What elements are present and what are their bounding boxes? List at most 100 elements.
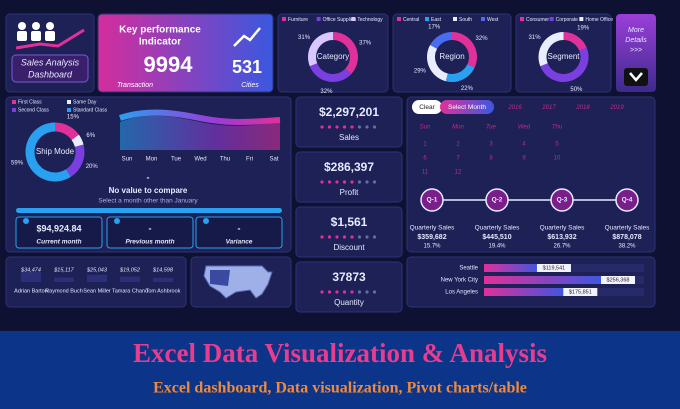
kpi-dot — [342, 125, 347, 129]
kpi-dot — [365, 235, 369, 239]
kpi-dot — [350, 180, 354, 184]
kpi-dot — [357, 290, 362, 294]
donut-segment — [451, 32, 477, 68]
customer-value: $19,052 — [119, 267, 140, 273]
logo-icon — [18, 22, 26, 30]
select-month-button[interactable] — [440, 100, 494, 114]
logo-icon — [45, 31, 55, 41]
legend-label: Corporate — [556, 17, 578, 23]
city-name: New York City — [441, 278, 478, 284]
kpi-dot — [372, 235, 377, 239]
kpi-title: Indicator — [139, 37, 181, 48]
donut-segment — [540, 47, 589, 83]
month-cell: 9 — [522, 156, 526, 162]
quarter-node — [420, 188, 444, 212]
donut-label: 20% — [86, 164, 99, 170]
kpi-label: Profit — [340, 188, 359, 197]
legend-label: East — [431, 17, 442, 23]
donut-label: 59% — [11, 161, 24, 167]
stat-box — [195, 216, 283, 249]
kpi-dot — [320, 290, 324, 294]
donut-label: 32% — [320, 89, 333, 95]
quarter-name: Q-1 — [427, 197, 438, 204]
city-value: $119,541 — [543, 265, 566, 271]
customer-value: $15,117 — [53, 267, 74, 273]
panel — [392, 13, 512, 93]
donut-title: Segment — [547, 52, 580, 61]
wave — [120, 115, 280, 150]
quarter-value: $613,932 — [547, 234, 576, 241]
banner-subtitle: Excel dashboard, Data visualization, Piv… — [153, 380, 527, 397]
legend-swatch — [579, 17, 584, 21]
customer-bar — [153, 277, 173, 282]
kpi-dot — [342, 180, 347, 184]
day-label: Wed — [194, 157, 206, 163]
city-label-box — [536, 264, 571, 272]
kpi-value: $2,297,201 — [319, 105, 379, 119]
year-label: 2017 — [541, 105, 556, 111]
more-details-text: Details — [625, 37, 647, 44]
kpi-dot — [320, 125, 324, 129]
month-cell: 6 — [423, 156, 427, 162]
year-label: 2019 — [609, 105, 624, 111]
customer-bar — [54, 277, 74, 282]
donut-label: 29% — [414, 68, 427, 74]
donut-segment — [427, 44, 449, 82]
month-cell: 8 — [489, 156, 493, 162]
quarter-value: $445,510 — [482, 234, 511, 241]
donut-segment — [445, 63, 475, 82]
kpi-dot — [327, 290, 332, 294]
transactions-label: Transaction — [117, 82, 153, 89]
panel — [277, 13, 389, 93]
panel — [97, 13, 274, 93]
panel — [406, 96, 656, 253]
month-cell: 10 — [554, 156, 561, 162]
transactions-value: 9994 — [144, 52, 194, 77]
kpi-dot — [320, 180, 324, 184]
year-label: 2016 — [507, 105, 522, 111]
more-details-text: More — [628, 27, 644, 34]
more-button[interactable] — [624, 68, 648, 86]
customer-bar — [120, 276, 140, 282]
logo-icon — [46, 22, 54, 30]
logo-box — [11, 54, 89, 83]
customer-name: Tom Ashbrook — [146, 288, 181, 294]
quarter-label: Quarterly Sales — [605, 225, 651, 232]
clear-button[interactable] — [412, 100, 442, 114]
quarter-name: Q-2 — [492, 197, 503, 204]
customer-name: Tamara Chand — [112, 288, 148, 294]
kpi-label: Discount — [333, 243, 365, 252]
legend-swatch — [67, 100, 71, 104]
day-label: Thu — [220, 157, 230, 163]
city-bar — [484, 288, 567, 296]
kpi-value: 37873 — [332, 270, 366, 284]
legend-swatch — [520, 17, 524, 21]
cities-value: 531 — [232, 57, 262, 77]
stat-box — [15, 216, 103, 249]
donut-segment — [54, 122, 79, 141]
month-header: Tue — [486, 125, 497, 131]
city-label-box — [601, 276, 635, 284]
kpi-dot — [350, 125, 354, 129]
stat-dot — [23, 218, 29, 224]
panel — [295, 261, 403, 313]
kpi-dot — [357, 180, 362, 184]
legend-swatch — [549, 17, 554, 21]
quarter-value: $878,078 — [612, 234, 641, 241]
month-cell: 12 — [455, 170, 462, 176]
month-header: Thu — [552, 125, 563, 131]
logo-text: Sales Analysis — [21, 57, 80, 67]
kpi-value: $1,561 — [331, 215, 368, 229]
donut-label: 19% — [577, 26, 590, 32]
donut-label: 15% — [67, 114, 80, 120]
kpi-dot — [372, 180, 377, 184]
legend-swatch — [351, 17, 356, 21]
kpi-dot — [357, 235, 362, 239]
stat-value: - — [238, 223, 241, 233]
donut-label: 50% — [570, 87, 583, 93]
legend-swatch — [67, 108, 71, 112]
panel — [515, 13, 612, 93]
customer-name: Sean Miller — [83, 288, 111, 294]
donut-segment — [25, 122, 71, 182]
